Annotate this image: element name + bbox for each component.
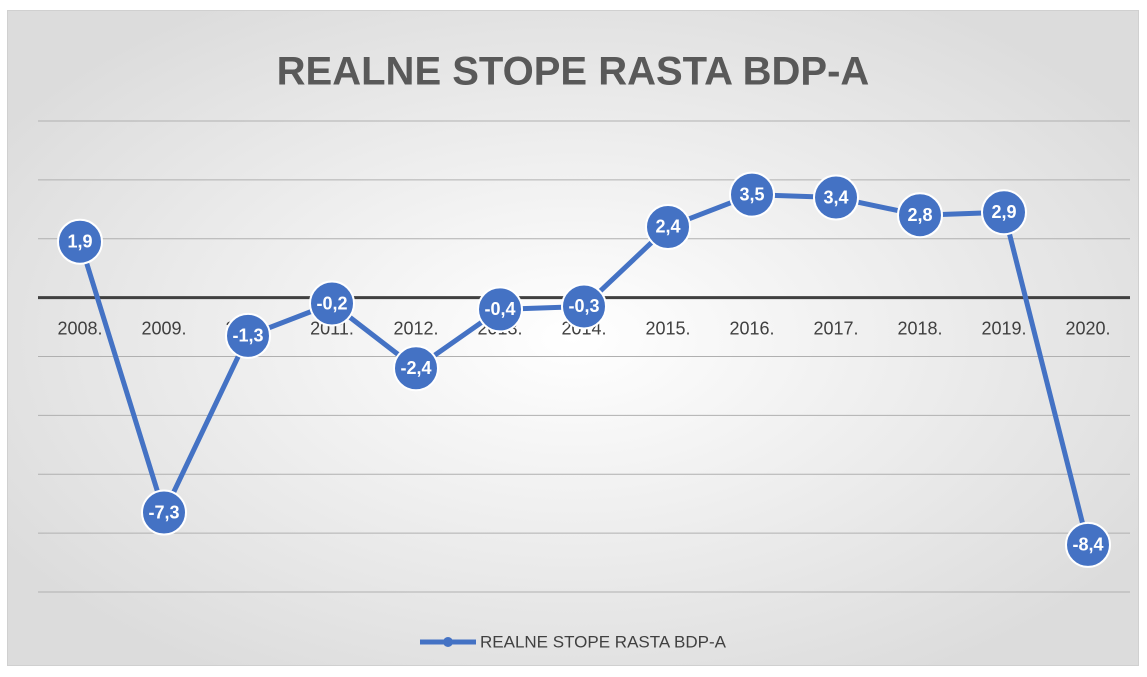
data-point: [561, 283, 607, 330]
legend-label: REALNE STOPE RASTA BDP-A: [480, 632, 727, 651]
x-tick-label: 2008.: [57, 318, 102, 338]
chart-frame: [7, 10, 1139, 666]
data-label: 1,9: [67, 231, 92, 251]
x-tick-label: 2015.: [645, 318, 690, 338]
x-tick-label: 2012.: [393, 318, 438, 338]
data-label: 3,5: [739, 184, 764, 204]
data-label: -8,4: [1072, 535, 1103, 555]
data-point: [477, 286, 523, 333]
data-point: [981, 189, 1027, 236]
data-label: 2,9: [991, 202, 1016, 222]
data-point: [729, 171, 775, 218]
data-label: 3,4: [823, 187, 848, 207]
data-label: -2,4: [400, 358, 431, 378]
data-point: [141, 489, 187, 536]
data-point: [225, 312, 271, 359]
data-label: -7,3: [148, 502, 179, 522]
x-tick-label: 2020.: [1065, 318, 1110, 338]
x-tick-label: 2018.: [897, 318, 942, 338]
data-point: [57, 218, 103, 265]
data-point: [309, 280, 355, 327]
x-tick-label: 2009.: [141, 318, 186, 338]
data-label: -1,3: [232, 326, 263, 346]
data-label: 2,4: [655, 217, 680, 237]
data-point: [897, 192, 943, 239]
data-point: [645, 203, 691, 250]
x-tick-label: 2017.: [813, 318, 858, 338]
data-label: -0,4: [484, 299, 515, 319]
data-point: [1065, 521, 1111, 568]
data-label: -0,3: [568, 296, 599, 316]
x-tick-label: 2016.: [729, 318, 774, 338]
chart-title: REALNE STOPE RASTA BDP-A: [277, 50, 870, 94]
data-point: [393, 345, 439, 392]
data-label: 2,8: [907, 205, 932, 225]
legend-marker: [443, 637, 453, 647]
data-label: -0,2: [316, 293, 347, 313]
data-point: [813, 174, 859, 221]
x-tick-label: 2019.: [981, 318, 1026, 338]
